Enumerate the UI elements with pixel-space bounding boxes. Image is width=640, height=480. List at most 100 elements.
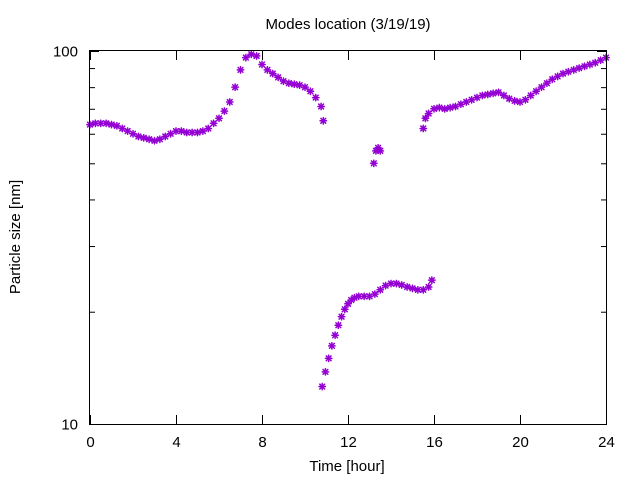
data-point: [408, 284, 417, 293]
data-point: [166, 129, 175, 138]
data-point: [263, 65, 272, 74]
data-point: [505, 94, 514, 103]
data-point: [198, 127, 207, 136]
data-point: [290, 80, 299, 89]
data-point: [102, 119, 111, 128]
data-point: [516, 98, 524, 106]
data-point: [284, 79, 293, 88]
data-point: [521, 95, 530, 104]
data-point: [150, 136, 159, 145]
data-point: [324, 354, 333, 363]
data-point: [204, 124, 213, 133]
y-axis-label: Particle size [nm]: [7, 180, 24, 294]
data-point: [340, 305, 349, 314]
x-tick-label: 0: [86, 434, 94, 451]
data-point: [331, 331, 340, 340]
data-point: [483, 90, 492, 99]
data-point: [510, 96, 519, 105]
data-point: [236, 65, 245, 74]
x-tick-label: 12: [340, 434, 357, 451]
data-point: [499, 91, 508, 100]
data-point: [419, 124, 428, 133]
data-point: [456, 100, 465, 109]
data-point: [327, 341, 336, 350]
data-point: [161, 132, 170, 141]
data-point: [435, 103, 444, 112]
data-point: [268, 69, 277, 78]
data-point: [129, 129, 137, 138]
data-point: [403, 283, 412, 291]
data-point: [580, 62, 589, 71]
x-axis-label: Time [hour]: [309, 458, 384, 475]
data-point: [419, 285, 428, 294]
data-point: [413, 285, 422, 294]
data-point: [473, 93, 481, 102]
data-point: [209, 119, 218, 128]
data-point: [424, 283, 433, 291]
data-point: [430, 104, 438, 113]
data-point: [252, 51, 261, 60]
x-tick-label: 20: [512, 434, 529, 451]
data-point: [145, 135, 154, 144]
data-point: [392, 279, 401, 288]
data-point: [537, 83, 546, 92]
axes: 0 4 8 12 16 20 24 10 100: [53, 44, 615, 452]
data-point: [295, 81, 304, 90]
data-point: [354, 292, 363, 301]
data-point: [591, 58, 600, 67]
data-point: [215, 114, 223, 123]
data-point: [467, 95, 476, 104]
data-point: [112, 121, 121, 130]
data-point: [123, 127, 132, 136]
data-point: [155, 135, 164, 144]
data-point: [427, 276, 436, 285]
data-point: [319, 116, 328, 125]
data-point: [139, 133, 148, 142]
data-point: [548, 75, 557, 84]
data-point: [421, 114, 430, 123]
data-point: [489, 89, 498, 98]
plot-frame: [89, 50, 607, 425]
x-tick-label: 8: [258, 434, 266, 451]
data-point: [542, 79, 551, 88]
data-point: [478, 91, 487, 100]
data-points: [86, 50, 610, 391]
data-point: [274, 73, 283, 82]
data-point: [225, 98, 234, 106]
x-tick-label: 24: [598, 434, 615, 451]
data-point: [134, 132, 143, 141]
data-point: [193, 128, 202, 137]
data-point: [337, 312, 346, 321]
data-point: [526, 91, 535, 100]
data-point: [376, 285, 385, 294]
data-point: [177, 127, 186, 136]
data-point: [365, 292, 374, 301]
data-point: [306, 87, 315, 96]
data-point: [424, 109, 433, 118]
data-point: [318, 382, 327, 391]
x-tick-label: 4: [172, 434, 180, 451]
data-point: [494, 88, 503, 97]
data-point: [446, 103, 455, 112]
data-point: [241, 53, 250, 62]
data-point: [376, 146, 385, 155]
y-tick-label: 100: [53, 44, 78, 61]
data-point: [182, 128, 191, 137]
data-point: [107, 120, 116, 129]
data-point: [596, 56, 605, 65]
data-point: [369, 159, 378, 168]
data-point: [553, 72, 562, 81]
data-point: [301, 83, 309, 92]
y-tick-label: 10: [61, 417, 78, 434]
data-point: [317, 102, 326, 111]
data-point: [334, 321, 343, 330]
data-point: [462, 98, 471, 106]
data-point: [370, 290, 379, 299]
data-point: [381, 281, 390, 290]
data-point: [220, 107, 229, 116]
data-point: [311, 93, 320, 102]
data-point: [451, 102, 460, 111]
data-point: [118, 124, 127, 133]
data-point: [321, 367, 330, 376]
